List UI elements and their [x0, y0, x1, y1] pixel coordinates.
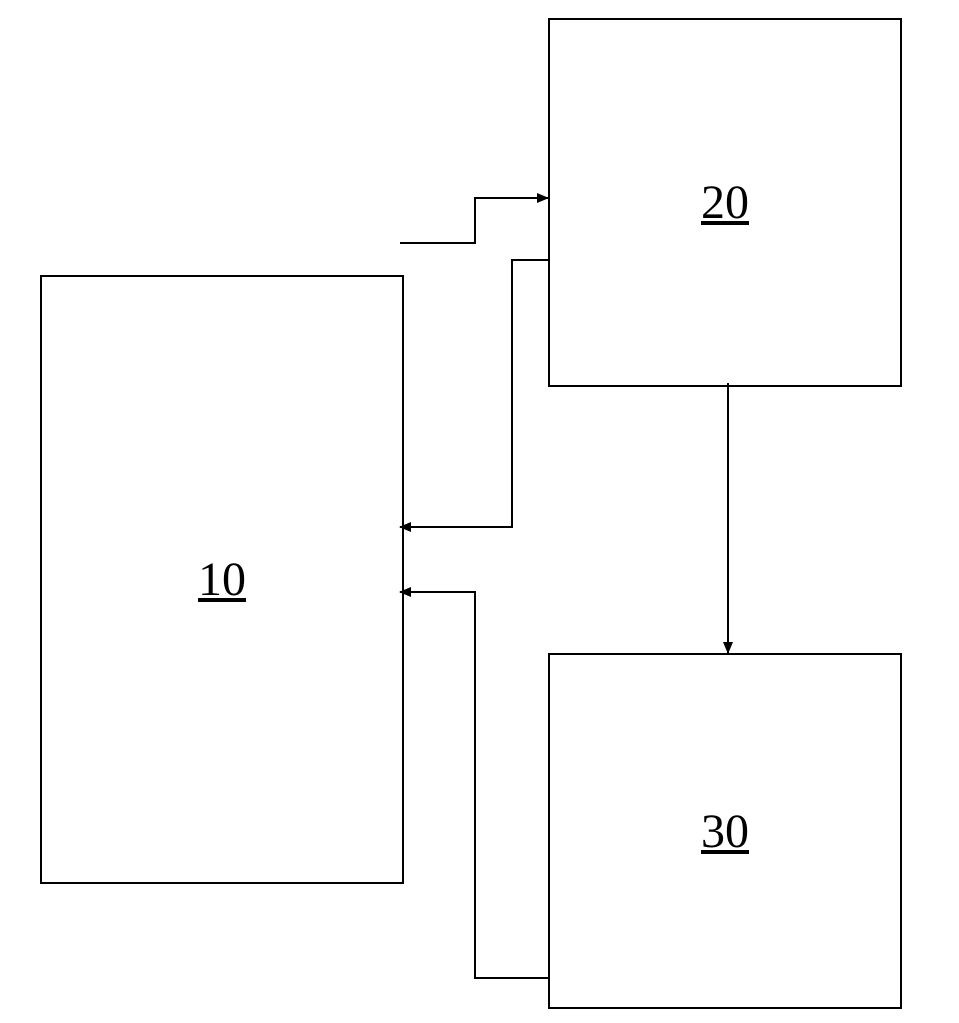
node-20: 20 — [548, 18, 902, 387]
node-30: 30 — [548, 653, 902, 1009]
node-10: 10 — [40, 275, 404, 884]
node-10-label: 10 — [198, 552, 246, 607]
edge-30-to-10 — [400, 592, 548, 978]
node-20-label: 20 — [701, 175, 749, 230]
edge-10-to-20 — [400, 198, 548, 243]
edge-20-to-10 — [400, 260, 548, 527]
node-30-label: 30 — [701, 804, 749, 859]
